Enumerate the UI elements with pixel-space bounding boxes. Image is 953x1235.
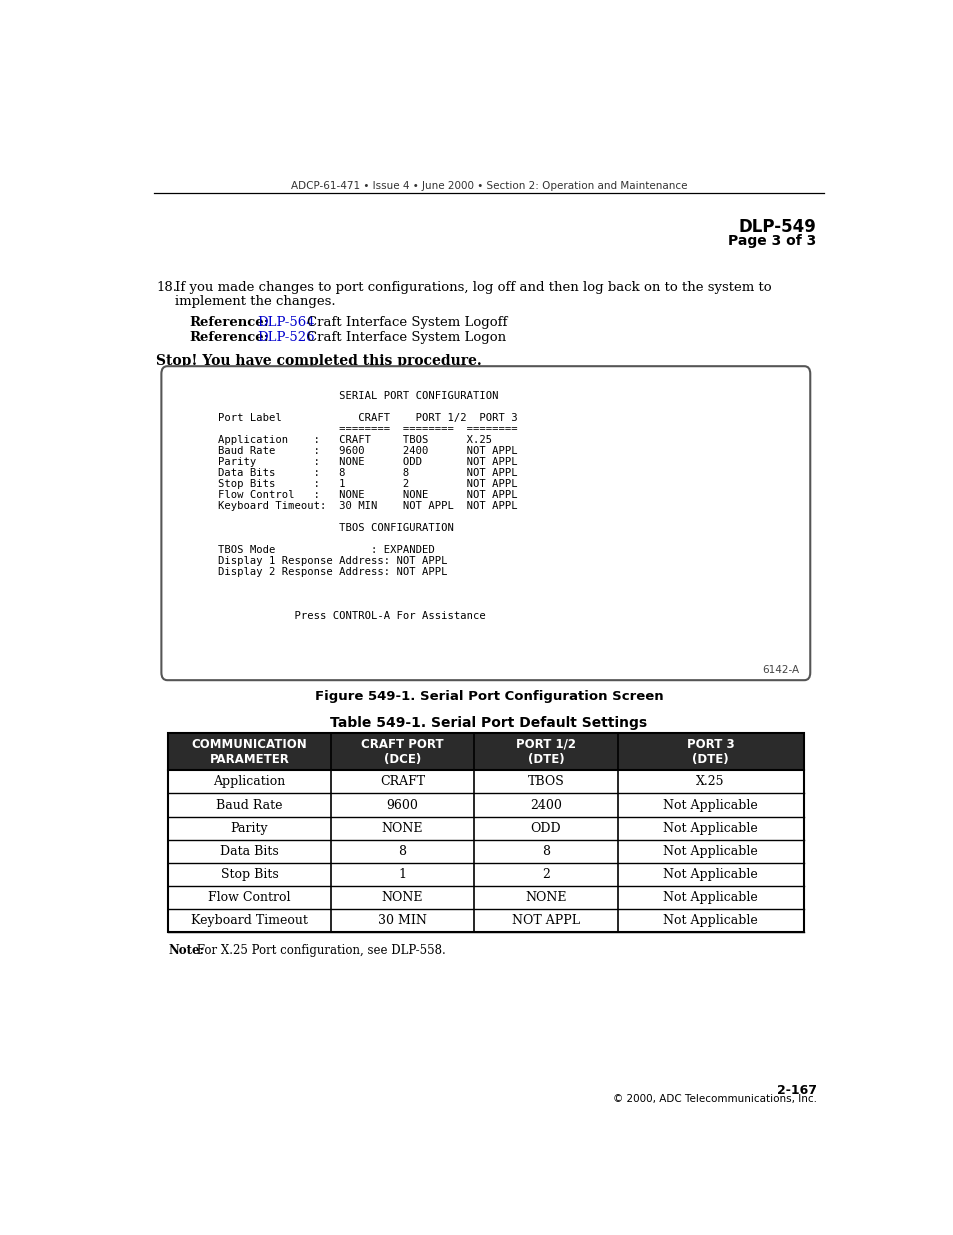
Text: 18.: 18. bbox=[156, 280, 177, 294]
Text: © 2000, ADC Telecommunications, Inc.: © 2000, ADC Telecommunications, Inc. bbox=[612, 1094, 816, 1104]
Text: implement the changes.: implement the changes. bbox=[174, 294, 335, 308]
Text: Craft Interface System Logon: Craft Interface System Logon bbox=[307, 331, 505, 343]
Text: Table 549-1. Serial Port Default Settings: Table 549-1. Serial Port Default Setting… bbox=[330, 716, 647, 730]
Text: CRAFT: CRAFT bbox=[379, 776, 425, 788]
Text: For X.25 Port configuration, see DLP-558.: For X.25 Port configuration, see DLP-558… bbox=[193, 945, 445, 957]
Text: Display 1 Response Address: NOT APPL: Display 1 Response Address: NOT APPL bbox=[218, 556, 448, 566]
Text: CRAFT PORT
(DCE): CRAFT PORT (DCE) bbox=[361, 737, 443, 766]
Text: ADCP-61-471 • Issue 4 • June 2000 • Section 2: Operation and Maintenance: ADCP-61-471 • Issue 4 • June 2000 • Sect… bbox=[291, 180, 686, 190]
Text: TBOS CONFIGURATION: TBOS CONFIGURATION bbox=[218, 522, 454, 532]
Text: Figure 549-1. Serial Port Configuration Screen: Figure 549-1. Serial Port Configuration … bbox=[314, 689, 662, 703]
Text: 8: 8 bbox=[398, 845, 406, 858]
Text: Port Label            CRAFT    PORT 1/2  PORT 3: Port Label CRAFT PORT 1/2 PORT 3 bbox=[218, 412, 517, 422]
Text: Display 2 Response Address: NOT APPL: Display 2 Response Address: NOT APPL bbox=[218, 567, 448, 577]
Text: Flow Control   :   NONE      NONE      NOT APPL: Flow Control : NONE NONE NOT APPL bbox=[218, 490, 517, 500]
Text: NOT APPL: NOT APPL bbox=[512, 914, 579, 927]
Text: Application: Application bbox=[213, 776, 285, 788]
FancyBboxPatch shape bbox=[161, 367, 809, 680]
Text: Press CONTROL-A For Assistance: Press CONTROL-A For Assistance bbox=[218, 611, 486, 621]
Text: Parity         :   NONE      ODD       NOT APPL: Parity : NONE ODD NOT APPL bbox=[218, 457, 517, 467]
Text: Reference:: Reference: bbox=[189, 316, 269, 329]
Text: ODD: ODD bbox=[530, 821, 560, 835]
Text: Not Applicable: Not Applicable bbox=[662, 890, 757, 904]
Text: Data Bits: Data Bits bbox=[220, 845, 278, 858]
Text: Baud Rate: Baud Rate bbox=[216, 799, 282, 811]
Text: Reference:: Reference: bbox=[189, 331, 269, 343]
Text: Keyboard Timeout:  30 MIN    NOT APPL  NOT APPL: Keyboard Timeout: 30 MIN NOT APPL NOT AP… bbox=[218, 501, 517, 511]
Text: DLP-564: DLP-564 bbox=[257, 316, 314, 329]
Text: Not Applicable: Not Applicable bbox=[662, 868, 757, 881]
Text: 9600: 9600 bbox=[386, 799, 418, 811]
Text: If you made changes to port configurations, log off and then log back on to the : If you made changes to port configuratio… bbox=[174, 280, 771, 294]
Text: Not Applicable: Not Applicable bbox=[662, 845, 757, 858]
Text: Stop Bits      :   1         2         NOT APPL: Stop Bits : 1 2 NOT APPL bbox=[218, 479, 517, 489]
Text: DLP-549: DLP-549 bbox=[739, 217, 816, 236]
Text: PORT 1/2
(DTE): PORT 1/2 (DTE) bbox=[516, 737, 576, 766]
Text: 2: 2 bbox=[541, 868, 549, 881]
Text: DLP-526: DLP-526 bbox=[257, 331, 314, 343]
Text: TBOS Mode               : EXPANDED: TBOS Mode : EXPANDED bbox=[218, 545, 435, 555]
Text: Stop! You have completed this procedure.: Stop! You have completed this procedure. bbox=[156, 353, 481, 368]
Text: NONE: NONE bbox=[381, 821, 423, 835]
Text: Keyboard Timeout: Keyboard Timeout bbox=[191, 914, 308, 927]
Text: NONE: NONE bbox=[381, 890, 423, 904]
Text: Craft Interface System Logoff: Craft Interface System Logoff bbox=[307, 316, 507, 329]
Text: Page 3 of 3: Page 3 of 3 bbox=[728, 235, 816, 248]
Text: 2-167: 2-167 bbox=[776, 1084, 816, 1097]
Text: Note:: Note: bbox=[168, 945, 204, 957]
Text: ========  ========  ========: ======== ======== ======== bbox=[218, 424, 517, 433]
Text: Not Applicable: Not Applicable bbox=[662, 821, 757, 835]
Text: Not Applicable: Not Applicable bbox=[662, 799, 757, 811]
Text: TBOS: TBOS bbox=[527, 776, 563, 788]
Bar bbox=[168, 734, 802, 771]
Text: Baud Rate      :   9600      2400      NOT APPL: Baud Rate : 9600 2400 NOT APPL bbox=[218, 446, 517, 456]
Text: X.25: X.25 bbox=[696, 776, 724, 788]
Text: Parity: Parity bbox=[231, 821, 268, 835]
Text: 6142-A: 6142-A bbox=[761, 664, 799, 674]
Text: COMMUNICATION
PARAMETER: COMMUNICATION PARAMETER bbox=[192, 737, 307, 766]
Text: PORT 3
(DTE): PORT 3 (DTE) bbox=[686, 737, 734, 766]
Text: 1: 1 bbox=[398, 868, 406, 881]
Bar bbox=[168, 734, 802, 932]
Text: Not Applicable: Not Applicable bbox=[662, 914, 757, 927]
Text: Application    :   CRAFT     TBOS      X.25: Application : CRAFT TBOS X.25 bbox=[218, 435, 492, 445]
Text: 30 MIN: 30 MIN bbox=[377, 914, 427, 927]
Text: Stop Bits: Stop Bits bbox=[220, 868, 278, 881]
Text: 8: 8 bbox=[541, 845, 549, 858]
Text: Flow Control: Flow Control bbox=[208, 890, 291, 904]
Text: 2400: 2400 bbox=[530, 799, 561, 811]
Text: Data Bits      :   8         8         NOT APPL: Data Bits : 8 8 NOT APPL bbox=[218, 468, 517, 478]
Text: NONE: NONE bbox=[524, 890, 566, 904]
Text: SERIAL PORT CONFIGURATION: SERIAL PORT CONFIGURATION bbox=[218, 390, 498, 400]
